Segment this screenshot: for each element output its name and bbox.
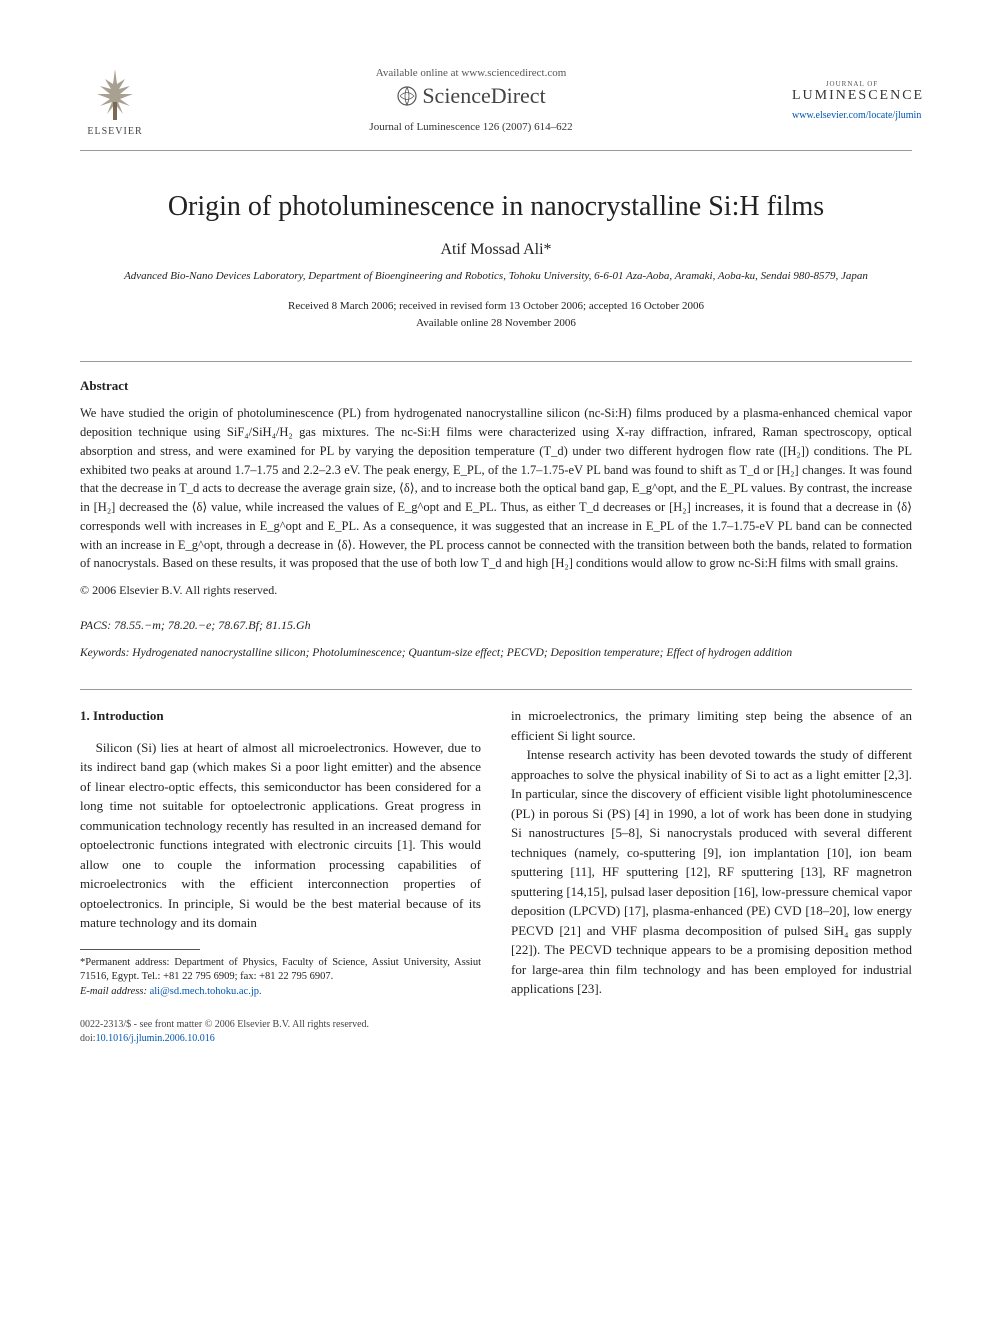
abstract-body: We have studied the origin of photolumin… [80, 404, 912, 573]
footer-doi[interactable]: 10.1016/j.jlumin.2006.10.016 [96, 1033, 215, 1044]
lumin-top-text: JOURNAL OF [792, 80, 912, 88]
footer-block: 0022-2313/$ - see front matter © 2006 El… [80, 1018, 912, 1046]
sciencedirect-text: ScienceDirect [422, 83, 545, 109]
header-row: ELSEVIER Available online at www.science… [80, 60, 912, 140]
dates-line2: Available online 28 November 2006 [416, 317, 576, 329]
sciencedirect-logo: ScienceDirect [150, 83, 792, 109]
affiliation: Advanced Bio-Nano Devices Laboratory, De… [120, 269, 872, 284]
abstract-bottom-rule [80, 689, 912, 690]
article-dates: Received 8 March 2006; received in revis… [80, 298, 912, 331]
intro-heading: 1. Introduction [80, 706, 481, 726]
keywords-line: Keywords: Hydrogenated nanocrystalline s… [80, 647, 912, 659]
intro-para-1: Silicon (Si) lies at heart of almost all… [80, 738, 481, 933]
footnote-email-label: E-mail address: [80, 986, 147, 997]
intro-para-2: in microelectronics, the primary limitin… [511, 706, 912, 745]
abstract-heading: Abstract [80, 378, 912, 394]
body-columns: 1. Introduction Silicon (Si) lies at hea… [80, 706, 912, 1000]
header-center: Available online at www.sciencedirect.co… [150, 67, 792, 133]
sciencedirect-icon [396, 85, 418, 107]
lumin-main-text: LUMINESCENCE [792, 88, 912, 104]
abstract-top-rule [80, 361, 912, 362]
footnote-permanent-address: *Permanent address: Department of Physic… [80, 956, 481, 985]
elsevier-tree-icon [85, 64, 145, 124]
intro-para-3: Intense research activity has been devot… [511, 745, 912, 999]
pacs-values: 78.55.−m; 78.20.−e; 78.67.Bf; 81.15.Gh [114, 618, 311, 632]
pacs-line: PACS: 78.55.−m; 78.20.−e; 78.67.Bf; 81.1… [80, 618, 912, 633]
elsevier-logo: ELSEVIER [80, 60, 150, 140]
pacs-label: PACS: [80, 618, 111, 632]
footnote-email: E-mail address: ali@sd.mech.tohoku.ac.jp… [80, 985, 481, 1000]
keywords-values: Hydrogenated nanocrystalline silicon; Ph… [132, 647, 792, 659]
header-rule [80, 150, 912, 151]
luminescence-logo: JOURNAL OF LUMINESCENCE www.elsevier.com… [792, 80, 912, 121]
journal-reference: Journal of Luminescence 126 (2007) 614–6… [150, 121, 792, 133]
dates-line1: Received 8 March 2006; received in revis… [288, 300, 704, 312]
footnote-separator [80, 949, 200, 950]
footer-issn: 0022-2313/$ - see front matter © 2006 El… [80, 1019, 369, 1030]
footnote-email-value[interactable]: ali@sd.mech.tohoku.ac.jp. [150, 986, 262, 997]
keywords-label: Keywords: [80, 647, 129, 659]
lumin-link[interactable]: www.elsevier.com/locate/jlumin [792, 110, 912, 121]
elsevier-label: ELSEVIER [87, 126, 142, 137]
author-name: Atif Mossad Ali* [80, 241, 912, 259]
footer-doi-label: doi: [80, 1033, 96, 1044]
copyright-line: © 2006 Elsevier B.V. All rights reserved… [80, 583, 912, 598]
article-title: Origin of photoluminescence in nanocryst… [80, 191, 912, 223]
available-online-text: Available online at www.sciencedirect.co… [150, 67, 792, 79]
